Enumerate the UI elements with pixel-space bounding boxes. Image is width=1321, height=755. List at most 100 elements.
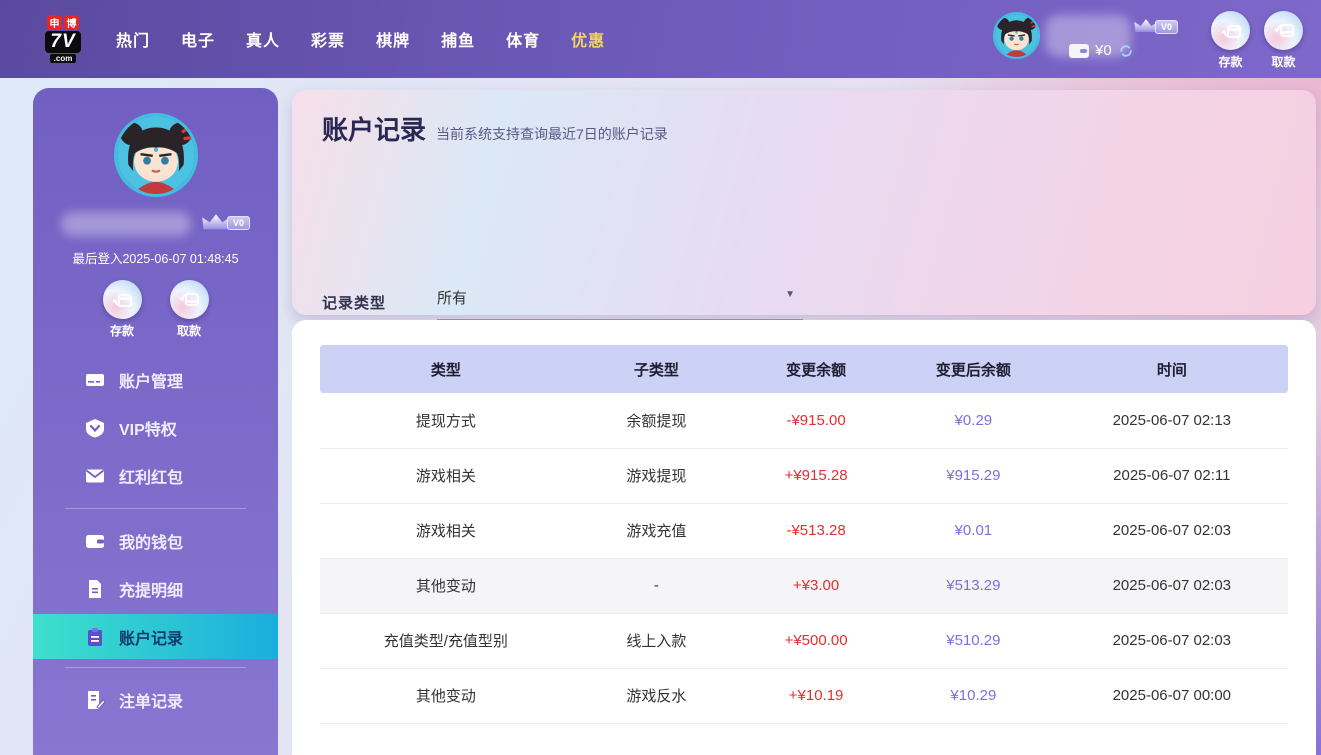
cell-subtype: -	[571, 558, 742, 614]
page-title: 账户记录	[322, 115, 427, 145]
cell-change: +¥500.00	[741, 613, 892, 669]
menu-divider	[65, 667, 246, 668]
deposit-icon	[1220, 24, 1241, 38]
chevron-down-icon: ▼	[785, 289, 795, 300]
file-icon	[89, 580, 101, 598]
cell-subtype: 游戏反水	[571, 668, 742, 724]
sidebar-item-bet-records[interactable]: 注单记录	[33, 676, 278, 724]
sidebar-item-account-records[interactable]: 账户记录	[33, 614, 278, 659]
sidebar-item-account-management[interactable]: 账户管理	[33, 356, 278, 404]
avatar[interactable]	[993, 12, 1040, 59]
cell-type: 其他变动	[320, 668, 572, 724]
cell-subtype: 游戏提现	[571, 448, 742, 504]
table-row: 其他变动 游戏反水 +¥10.19 ¥10.29 2025-06-07 00:0…	[320, 668, 1288, 724]
deposit-button[interactable]: 存款	[1211, 11, 1250, 78]
deposit-label: 存款	[1218, 55, 1243, 69]
sidebar-username-redacted	[61, 212, 191, 236]
nav-item-promos[interactable]: 优惠	[571, 33, 606, 50]
wallet-icon	[1069, 43, 1089, 58]
cell-subtype: 游戏充值	[571, 503, 742, 559]
brand-name: 7V	[45, 31, 81, 53]
cell-time: 2025-06-07 00:00	[1055, 668, 1288, 724]
nav-item-sports[interactable]: 体育	[506, 33, 541, 50]
nav-item-lottery[interactable]: 彩票	[311, 33, 346, 50]
page-subtitle: 当前系统支持查询最近7日的账户记录	[436, 126, 668, 142]
withdraw-button[interactable]: 取款	[1264, 11, 1303, 78]
cell-type: 其他变动	[320, 558, 572, 614]
balance-amount: ¥0	[1095, 42, 1112, 59]
table-row: 游戏相关 游戏充值 -¥513.28 ¥0.01 2025-06-07 02:0…	[320, 503, 1288, 559]
cell-change: -¥915.00	[741, 393, 892, 449]
cell-type: 游戏相关	[320, 448, 572, 504]
sidebar-item-transactions[interactable]: 充提明细	[33, 565, 278, 613]
cell-time: 2025-06-07 02:11	[1055, 448, 1288, 504]
balance-row: ¥0	[1069, 42, 1134, 59]
cell-after: ¥10.29	[891, 668, 1056, 724]
user-cluster: V0 ¥0	[961, 0, 1191, 78]
vip-icon	[86, 419, 104, 438]
nav-item-slots[interactable]: 电子	[181, 33, 216, 50]
table-row: 提现方式 余额提现 -¥915.00 ¥0.29 2025-06-07 02:1…	[320, 393, 1288, 449]
cell-time: 2025-06-07 02:13	[1055, 393, 1288, 449]
col-time: 时间	[1055, 345, 1288, 393]
brand-tld: .com	[49, 54, 77, 63]
col-subtype: 子类型	[571, 345, 742, 393]
sidebar-withdraw-button[interactable]: 取款	[169, 280, 209, 339]
top-navbar: 申 博 7V .com 热门 电子 真人 彩票 棋牌 捕鱼 体育 优惠 V0	[0, 0, 1321, 78]
nav-item-live[interactable]: 真人	[246, 33, 281, 50]
nav-item-fishing[interactable]: 捕鱼	[441, 33, 476, 50]
cell-time: 2025-06-07 02:03	[1055, 503, 1288, 559]
record-type-label: 记录类型	[322, 295, 387, 312]
menu-divider	[65, 508, 246, 509]
sidebar-deposit-button[interactable]: 存款	[102, 280, 142, 339]
cell-change: +¥3.00	[741, 558, 892, 614]
clipboard-icon	[88, 627, 102, 646]
card-icon	[86, 374, 104, 386]
brand-badge-1: 申	[47, 15, 62, 30]
sidebar-identity: V0	[33, 210, 278, 238]
table-row: 游戏相关 游戏提现 +¥915.28 ¥915.29 2025-06-07 02…	[320, 448, 1288, 504]
note-icon	[88, 691, 105, 710]
envelope-icon	[85, 469, 105, 483]
nav-item-chess[interactable]: 棋牌	[376, 33, 411, 50]
withdraw-icon	[179, 292, 200, 306]
cell-after: ¥915.29	[891, 448, 1056, 504]
cell-change: -¥513.28	[741, 503, 892, 559]
sidebar-item-bonus[interactable]: 红利红包	[33, 452, 278, 500]
records-panel: 类型 子类型 变更余额 变更后余额 时间 提现方式 余额提现 -¥915.00 …	[292, 320, 1316, 755]
cell-type: 游戏相关	[320, 503, 572, 559]
record-type-select[interactable]: 所有 ▼	[437, 285, 803, 320]
sidebar-menu: 账户管理 VIP特权 红利红包	[33, 356, 278, 724]
sidebar-item-label: 账户管理	[119, 374, 184, 391]
refresh-balance-icon[interactable]	[1118, 43, 1134, 59]
record-type-row: 记录类型 所有 ▼	[322, 285, 803, 320]
filter-panel: 账户记录 当前系统支持查询最近7日的账户记录 记录类型 所有 ▼ 交易日期 20…	[292, 90, 1316, 371]
cell-subtype: 余额提现	[571, 393, 742, 449]
sidebar-quick-actions: 存款 取款	[33, 280, 278, 339]
brand-logo[interactable]: 申 博 7V .com	[36, 15, 90, 63]
cell-change: +¥915.28	[741, 448, 892, 504]
sidebar-avatar[interactable]	[113, 113, 198, 197]
cell-time: 2025-06-07 02:03	[1055, 558, 1288, 614]
title-row: 账户记录 当前系统支持查询最近7日的账户记录	[322, 110, 668, 147]
record-type-value: 所有	[437, 290, 468, 307]
cell-after: ¥513.29	[891, 558, 1056, 614]
sidebar-deposit-label: 存款	[109, 324, 134, 338]
sidebar-vip-badge: V0	[227, 216, 251, 230]
col-type: 类型	[320, 345, 572, 393]
sidebar-item-vip[interactable]: VIP特权	[33, 404, 278, 452]
table-header: 类型 子类型 变更余额 变更后余额 时间	[320, 345, 1288, 393]
brand-badges: 申 博	[47, 15, 79, 30]
cell-type: 充值类型/充值型别	[320, 613, 572, 669]
sidebar-withdraw-label: 取款	[176, 324, 201, 338]
col-after: 变更后余额	[891, 345, 1056, 393]
select-underline	[437, 319, 803, 320]
sidebar-item-wallet[interactable]: 我的钱包	[33, 517, 278, 565]
cell-time: 2025-06-07 02:03	[1055, 613, 1288, 669]
nav-item-hot[interactable]: 热门	[116, 33, 151, 50]
table-row: 其他变动 - +¥3.00 ¥513.29 2025-06-07 02:03	[320, 558, 1288, 614]
vip-level[interactable]: V0	[1133, 18, 1179, 35]
sidebar-vip-level[interactable]: V0	[201, 213, 251, 233]
cell-subtype: 线上入款	[571, 613, 742, 669]
